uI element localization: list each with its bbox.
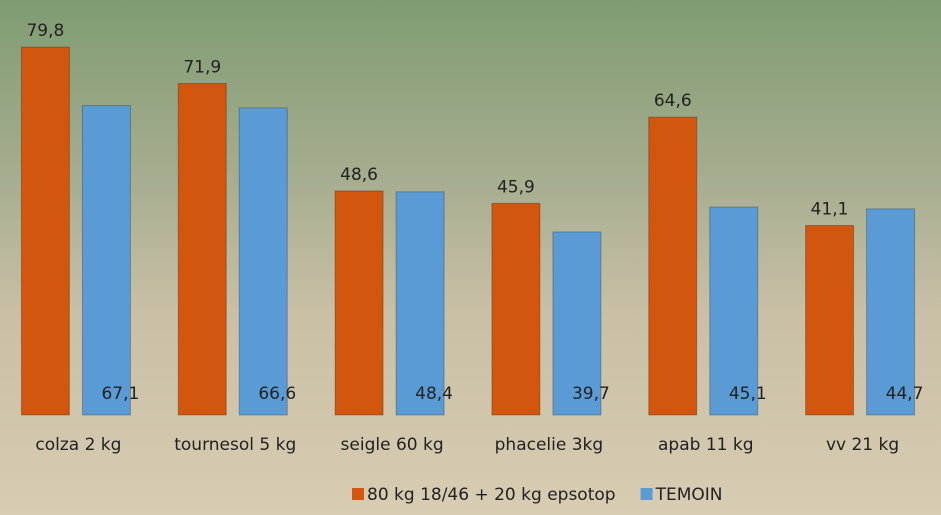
value-label: 79,8: [26, 21, 64, 41]
value-label: 45,1: [729, 384, 767, 404]
bar: [805, 224, 855, 416]
bar: [866, 208, 916, 416]
value-label: 48,4: [415, 384, 453, 404]
bar: [552, 231, 602, 416]
value-label: 41,1: [811, 199, 849, 219]
bar: [709, 206, 759, 416]
value-label: 71,9: [183, 57, 221, 77]
bar: [177, 82, 227, 416]
x-tick-label: seigle 60 kg: [341, 435, 444, 455]
value-label: 44,7: [886, 384, 924, 404]
x-tick-label: phacelie 3kg: [495, 435, 604, 455]
bar: [20, 46, 70, 416]
x-tick-label: vv 21 kg: [826, 435, 899, 455]
value-label: 67,1: [101, 384, 139, 404]
legend-label: 80 kg 18/46 + 20 kg epsotop: [367, 485, 616, 505]
bar: [238, 107, 288, 416]
legend-swatch: [640, 488, 653, 500]
legend-label: TEMOIN: [655, 485, 723, 505]
value-label: 39,7: [572, 384, 610, 404]
x-tick-label: colza 2 kg: [35, 435, 121, 455]
bar: [81, 105, 131, 416]
bar: [334, 190, 384, 416]
value-label: 64,6: [654, 91, 692, 111]
bar: [648, 116, 698, 416]
bar: [395, 191, 445, 416]
legend-swatch: [352, 488, 364, 500]
bar: [491, 202, 541, 416]
x-tick-label: apab 11 kg: [658, 435, 754, 455]
value-label: 45,9: [497, 177, 535, 197]
value-label: 48,6: [340, 165, 378, 185]
value-label: 66,6: [258, 384, 296, 404]
x-tick-label: tournesol 5 kg: [174, 435, 296, 455]
